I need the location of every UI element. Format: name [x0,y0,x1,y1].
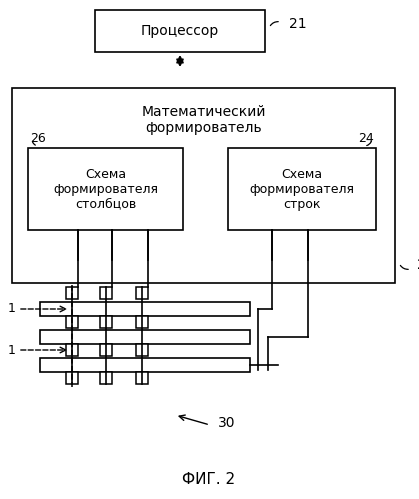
Bar [40,358,250,372]
Bar [100,287,112,299]
Bar [28,148,183,230]
Bar [66,372,78,384]
Bar [136,372,148,384]
Bar [136,287,148,299]
Text: 26: 26 [30,132,46,145]
Bar [66,287,78,299]
Text: 22: 22 [417,258,419,272]
Bar [95,10,265,52]
Text: 1: 1 [8,343,16,356]
Bar [40,330,250,344]
Bar [100,316,112,328]
Text: 1: 1 [8,302,16,315]
Text: 24: 24 [358,132,374,145]
Bar [136,316,148,328]
Text: 21: 21 [289,17,307,31]
Bar [40,302,250,316]
Text: Процессор: Процессор [141,24,219,38]
Bar [66,316,78,328]
Bar [136,344,148,356]
Bar [228,148,376,230]
Bar [100,344,112,356]
Bar [100,372,112,384]
Text: Схема
формирователя
столбцов: Схема формирователя столбцов [53,168,158,211]
Bar [66,344,78,356]
Text: Схема
формирователя
строк: Схема формирователя строк [249,168,354,211]
Bar [12,88,395,283]
Text: Математический
формирователь: Математический формирователь [141,105,266,135]
Text: ФИГ. 2: ФИГ. 2 [182,473,235,488]
Text: 30: 30 [218,416,235,430]
